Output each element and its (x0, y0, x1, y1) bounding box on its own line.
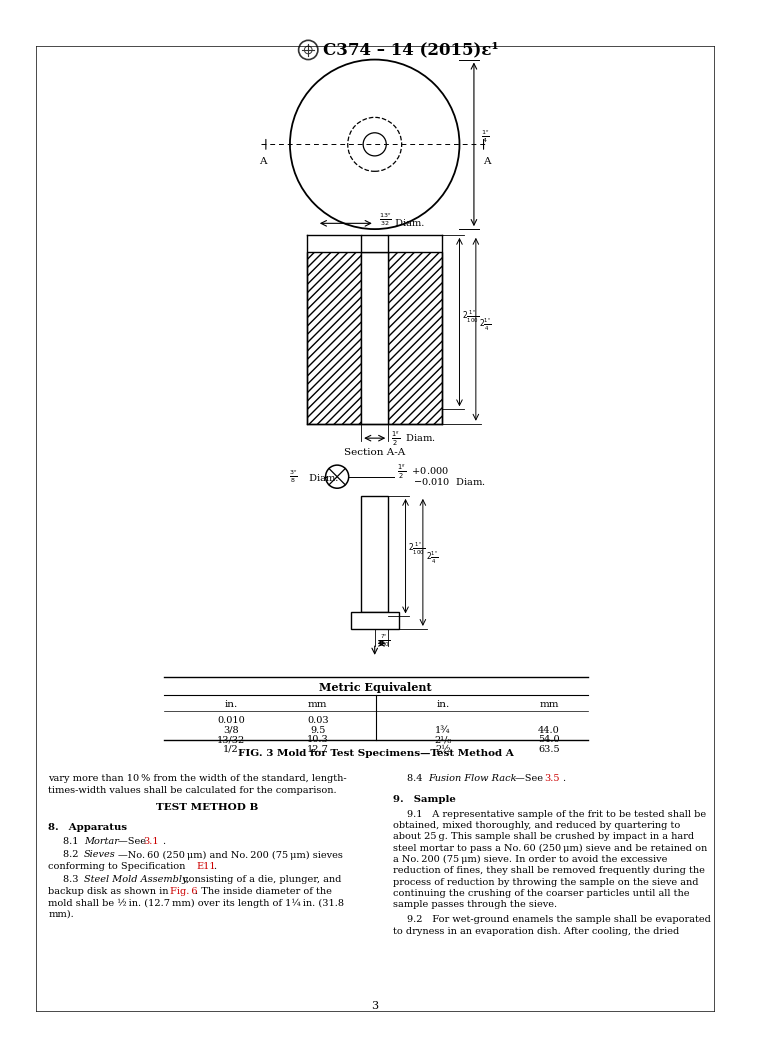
Text: 8. Apparatus: 8. Apparatus (48, 823, 127, 832)
Text: A: A (259, 157, 267, 167)
Text: mm: mm (539, 700, 559, 709)
Text: FIG. 3 Mold for Test Specimens—Test Method A: FIG. 3 Mold for Test Specimens—Test Meth… (238, 748, 513, 758)
Text: a No. 200 (75 μm) sieve. In order to avoid the excessive: a No. 200 (75 μm) sieve. In order to avo… (393, 855, 668, 864)
Text: reduction of fines, they shall be removed frequently during the: reduction of fines, they shall be remove… (393, 866, 705, 875)
Text: 2½: 2½ (435, 744, 451, 754)
Text: Metric Equivalent: Metric Equivalent (319, 682, 432, 693)
Text: 9. Sample: 9. Sample (393, 794, 456, 804)
Text: 13/32: 13/32 (217, 735, 245, 744)
Text: 9.1 A representative sample of the frit to be tested shall be: 9.1 A representative sample of the frit … (408, 810, 706, 818)
Text: $2\frac{1^{\prime\prime}}{4}$: $2\frac{1^{\prime\prime}}{4}$ (478, 316, 491, 332)
Text: 10.3: 10.3 (307, 735, 329, 744)
Text: 9.5: 9.5 (310, 726, 325, 735)
Text: conforming to Specification: conforming to Specification (48, 862, 187, 871)
Text: 3/8: 3/8 (223, 726, 239, 735)
Text: 1/2: 1/2 (223, 744, 239, 754)
Text: backup disk as shown in: backup disk as shown in (48, 887, 172, 896)
Text: $\frac{7^{\prime\prime}}{100}$: $\frac{7^{\prime\prime}}{100}$ (377, 633, 390, 650)
Text: process of reduction by throwing the sample on the sieve and: process of reduction by throwing the sam… (393, 878, 699, 887)
Text: 0.010: 0.010 (217, 716, 245, 725)
Text: .: . (162, 837, 165, 846)
Text: Diam.: Diam. (307, 474, 338, 483)
Text: 8.1: 8.1 (62, 837, 88, 846)
Text: $\frac{3^{\prime\prime}}{8}$: $\frac{3^{\prime\prime}}{8}$ (289, 468, 298, 485)
Text: —No. 60 (250 μm) and No. 200 (75 μm) sieves: —No. 60 (250 μm) and No. 200 (75 μm) sie… (118, 850, 343, 860)
Text: $\frac{1^{\prime\prime}}{2}$  Diam.: $\frac{1^{\prime\prime}}{2}$ Diam. (391, 429, 436, 448)
Text: .: . (213, 862, 216, 871)
Bar (361, 252, 388, 424)
Text: 0.03: 0.03 (307, 716, 328, 725)
Text: . The inside diameter of the: . The inside diameter of the (194, 887, 331, 896)
Text: vary more than 10 % from the width of the standard, length-: vary more than 10 % from the width of th… (48, 775, 347, 783)
Text: 63.5: 63.5 (538, 744, 560, 754)
Text: 3.5: 3.5 (545, 775, 559, 783)
Text: —See: —See (118, 837, 149, 846)
Text: Fusion Flow Rack: Fusion Flow Rack (429, 775, 517, 783)
Text: times-width values shall be calculated for the comparison.: times-width values shall be calculated f… (48, 786, 337, 794)
Text: Fig. 6: Fig. 6 (170, 887, 198, 896)
Text: $\frac{1^{\prime\prime}}{2}$  +0.000: $\frac{1^{\prime\prime}}{2}$ +0.000 (397, 462, 449, 481)
Text: about 25 g. This sample shall be crushed by impact in a hard: about 25 g. This sample shall be crushed… (393, 833, 694, 841)
Text: .: . (562, 775, 565, 783)
Text: consisting of a die, plunger, and: consisting of a die, plunger, and (180, 875, 342, 885)
Text: C374 – 14 (2015)ε¹: C374 – 14 (2015)ε¹ (323, 42, 499, 58)
Text: mold shall be ½ in. (12.7 mm) over its length of 1¼ in. (31.8: mold shall be ½ in. (12.7 mm) over its l… (48, 898, 344, 908)
Text: 3.1: 3.1 (143, 837, 159, 846)
Bar (361, 496, 388, 611)
Text: 1¾: 1¾ (435, 726, 451, 735)
Text: $\frac{1^{\prime\prime}}{4}$: $\frac{1^{\prime\prime}}{4}$ (481, 128, 489, 145)
Text: 54.0: 54.0 (538, 735, 560, 744)
Text: Mortar: Mortar (84, 837, 119, 846)
Text: $2\frac{1^{\prime\prime}}{100}$: $2\frac{1^{\prime\prime}}{100}$ (462, 309, 479, 325)
Text: $-$0.010  Diam.: $-$0.010 Diam. (413, 476, 485, 487)
Text: 8.2: 8.2 (62, 850, 88, 860)
Text: mm).: mm). (48, 910, 74, 918)
Text: Section A-A: Section A-A (344, 448, 405, 457)
Text: Diam.: Diam. (392, 219, 425, 228)
Text: 8.4: 8.4 (408, 775, 433, 783)
Text: 9.2 For wet-ground enamels the sample shall be evaporated: 9.2 For wet-ground enamels the sample sh… (408, 915, 711, 924)
Text: $2\frac{1^{\prime\prime}}{4}$: $2\frac{1^{\prime\prime}}{4}$ (426, 550, 438, 565)
Text: continuing the crushing of the coarser particles until all the: continuing the crushing of the coarser p… (393, 889, 689, 898)
Text: —See: —See (515, 775, 545, 783)
Text: $\frac{13^{\prime\prime}}{32}$: $\frac{13^{\prime\prime}}{32}$ (379, 211, 391, 228)
Text: A: A (482, 157, 490, 167)
Text: sample passes through the sieve.: sample passes through the sieve. (393, 900, 557, 910)
Text: 3: 3 (371, 1001, 378, 1012)
Text: 44.0: 44.0 (538, 726, 560, 735)
Text: Sieves: Sieves (84, 850, 116, 860)
Text: 8.3: 8.3 (62, 875, 88, 885)
Bar (361, 235, 388, 252)
Text: $2\frac{1^{\prime\prime}}{100}$: $2\frac{1^{\prime\prime}}{100}$ (408, 541, 426, 557)
Text: mm: mm (308, 700, 328, 709)
Bar (388, 252, 442, 424)
Text: to dryness in an evaporation dish. After cooling, the dried: to dryness in an evaporation dish. After… (393, 926, 679, 936)
Text: in.: in. (225, 700, 238, 709)
Text: TEST METHOD B: TEST METHOD B (156, 803, 258, 812)
Text: 12.7: 12.7 (307, 744, 329, 754)
Text: E11: E11 (197, 862, 216, 871)
Bar (351, 611, 399, 629)
Text: in.: in. (436, 700, 450, 709)
Text: steel mortar to pass a No. 60 (250 μm) sieve and be retained on: steel mortar to pass a No. 60 (250 μm) s… (393, 843, 707, 853)
Text: 2¹/₈: 2¹/₈ (434, 735, 452, 744)
Text: obtained, mixed thoroughly, and reduced by quartering to: obtained, mixed thoroughly, and reduced … (393, 821, 680, 830)
Bar (307, 252, 361, 424)
Text: Steel Mold Assembly,: Steel Mold Assembly, (84, 875, 189, 885)
